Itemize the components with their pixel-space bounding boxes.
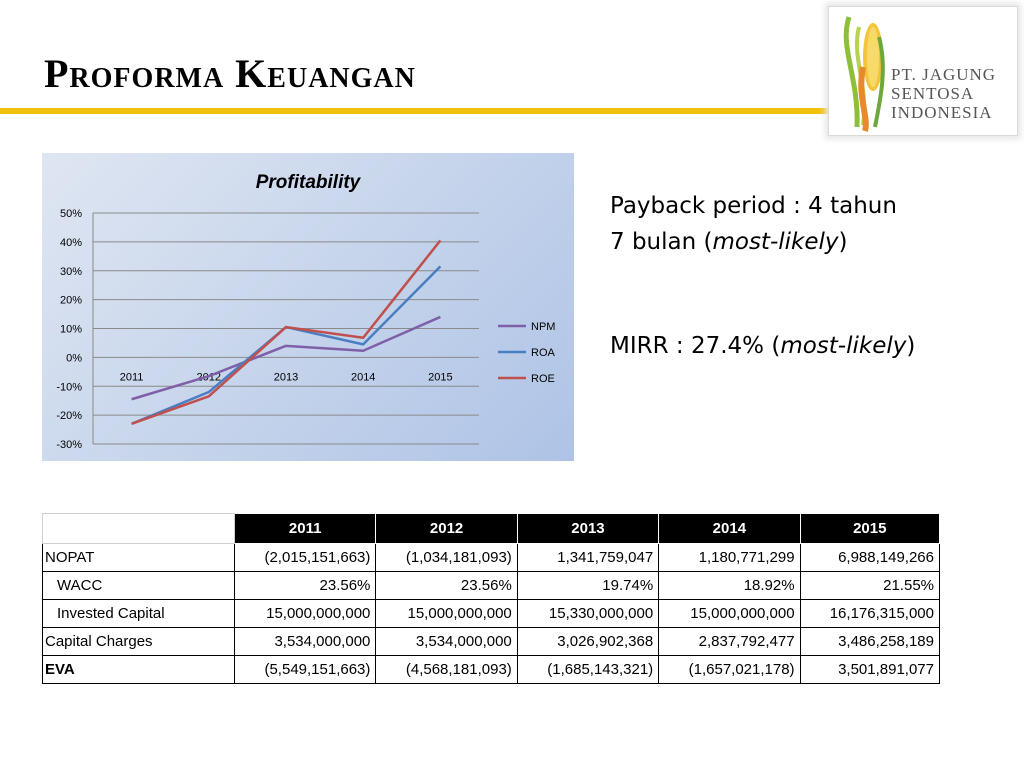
table-cell: 1,341,759,047 [516,543,660,572]
eva-table: 2011 2012 2013 2014 2015 NOPAT (2,015,15… [42,513,941,684]
table-cell: 3,534,000,000 [375,627,518,656]
company-logo: PT. JAGUNG SENTOSA INDONESIA [828,6,1018,136]
y-tick-label: 10% [60,324,82,336]
legend-label: ROE [531,373,555,385]
table-cell: 2,837,792,477 [658,627,801,656]
table-cell: 15,000,000,000 [658,599,801,628]
profitability-chart: Profitability 50% 40% 30% 20% 10% 0% -10% -20% -… [42,153,574,461]
y-tick-label: 50% [60,208,82,220]
table-cell: 3,486,258,189 [799,627,941,656]
y-tick-label: 0% [66,352,82,364]
table-cell: (1,685,143,321) [516,655,660,684]
legend-label: ROA [531,347,556,359]
table-cell: 16,176,315,000 [799,599,941,628]
y-tick-label: -30% [56,439,82,451]
payback-most-likely: most-likely [712,229,839,255]
row-label: EVA [42,655,235,684]
table-cell: 3,501,891,077 [799,655,941,684]
y-tick-label: -20% [56,410,82,422]
table-cell: 19.74% [516,571,660,600]
table-cell: 18.92% [658,571,801,600]
year-header: 2015 [799,513,941,544]
table-cell: 1,180,771,299 [658,543,801,572]
series-line-npm [131,315,441,401]
logo-line-1: PT. JAGUNG [891,65,997,84]
logo-line-2: SENTOSA [891,84,975,103]
x-tick-label: 2015 [428,371,452,383]
year-header: 2014 [658,513,801,544]
table-cell: 15,330,000,000 [516,599,660,628]
corn-icon [843,16,885,132]
table-cell: (1,657,021,178) [658,655,801,684]
mirr-text: MIRR : 27.4% ( [610,333,781,359]
table-cell: 23.56% [375,571,518,600]
y-tick-label: 20% [60,295,82,307]
table-cell: 21.55% [799,571,941,600]
x-tick-label: 2013 [274,371,298,383]
table-cell: 15,000,000,000 [375,599,518,628]
x-tick-label: 2011 [120,371,144,383]
table-cell: (5,549,151,663) [233,655,377,684]
table-row-nopat: NOPAT (2,015,151,663) (1,034,181,093) 1,… [42,543,941,572]
table-cell: 15,000,000,000 [233,599,377,628]
series-line-roe [131,239,442,425]
y-tick-label: 40% [60,237,82,249]
logo-line-3: INDONESIA [891,103,993,122]
table-cell: 6,988,149,266 [799,543,941,572]
table-cell: (4,568,181,093) [375,655,518,684]
y-tick-label: 30% [60,266,82,278]
chart-title: Profitability [256,172,362,193]
row-label: NOPAT [42,543,235,572]
table-cell: (1,034,181,093) [375,543,518,572]
table-cell: (2,015,151,663) [233,543,377,572]
payback-info: Payback period : 4 tahun 7 bulan (most-l… [610,188,897,260]
table-cell: 23.56% [233,571,377,600]
row-label: Invested Capital [42,599,235,628]
row-label: WACC [42,571,235,600]
chart-canvas: Profitability 50% 40% 30% 20% 10% 0% -10% -20% -… [56,172,556,451]
row-label: Capital Charges [42,627,235,656]
table-corner-cell [42,513,235,544]
x-tick-label: 2014 [351,371,375,383]
year-header: 2013 [516,513,660,544]
y-tick-label: -10% [56,381,82,393]
table-row-eva: EVA (5,549,151,663) (4,568,181,093) (1,6… [42,655,941,684]
year-header: 2012 [375,513,518,544]
legend-label: NPM [531,321,555,333]
year-header: 2011 [233,513,377,544]
mirr-info: MIRR : 27.4% (most-likely) [610,328,915,364]
title-underline [0,108,830,114]
table-header-row: 2011 2012 2013 2014 2015 [42,513,941,544]
table-row-wacc: WACC 23.56% 23.56% 19.74% 18.92% 21.55% [42,571,941,600]
table-row-invested-capital: Invested Capital 15,000,000,000 15,000,0… [42,599,941,628]
mirr-close: ) [906,333,916,359]
payback-text-2: 7 bulan ( [610,229,713,255]
table-row-capital-charges: Capital Charges 3,534,000,000 3,534,000,… [42,627,941,656]
slide-title: Proforma Keuangan [44,51,416,96]
table-cell: 3,026,902,368 [516,627,660,656]
table-cell: 3,534,000,000 [233,627,377,656]
payback-close: ) [838,229,848,255]
mirr-most-likely: most-likely [780,333,907,359]
payback-text: Payback period : 4 tahun [610,193,897,219]
